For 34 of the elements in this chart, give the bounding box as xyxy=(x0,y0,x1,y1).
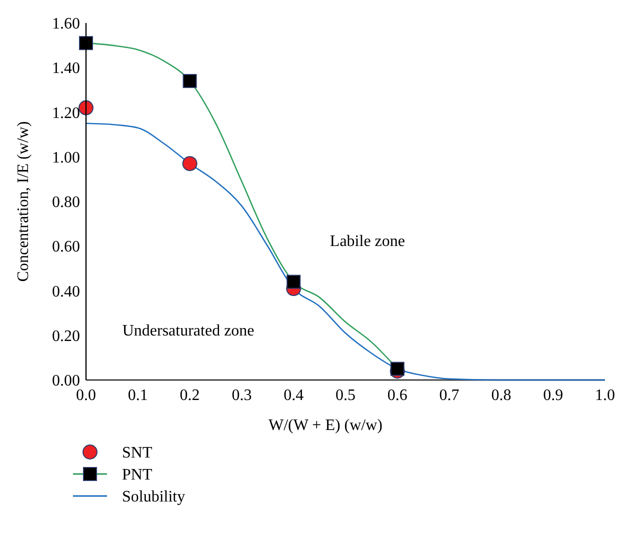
x-tick-label: 0.5 xyxy=(336,387,356,404)
point xyxy=(182,74,197,88)
legend-label: PNT xyxy=(122,466,152,484)
x-tick-label: 0.9 xyxy=(543,387,564,404)
point xyxy=(390,362,404,376)
y-tick-label: 0.40 xyxy=(52,283,80,300)
x-tick-label: 0.7 xyxy=(439,387,460,404)
x-tick-label: 0.0 xyxy=(76,387,96,404)
x-tick-label: 0.1 xyxy=(128,387,148,404)
point xyxy=(286,274,301,289)
legend-label: SNT xyxy=(122,444,152,462)
y-axis-title: Concentration, I/E (w/w) xyxy=(15,121,32,282)
line-series xyxy=(85,122,606,381)
y-tick-label: 0.80 xyxy=(52,194,80,212)
x-tick-label: 0.6 xyxy=(387,387,408,404)
annotation: Labile zone xyxy=(330,233,406,250)
y-tick-label: 1.20 xyxy=(52,104,80,122)
x-tick-label: 0.4 xyxy=(284,387,304,404)
x-tick-label: 0.8 xyxy=(491,387,512,404)
x-axis-title: W/(W + E) (w/w) xyxy=(268,417,383,434)
point xyxy=(182,156,198,172)
annotation: Undersaturated zone xyxy=(122,322,254,340)
x-tick-label: 1.0 xyxy=(595,387,615,404)
point xyxy=(78,100,94,116)
y-tick-label: 0.20 xyxy=(52,328,80,345)
y-tick-label: 1.00 xyxy=(52,149,80,166)
y-tick-label: 1.60 xyxy=(52,16,80,33)
x-tick-label: 0.3 xyxy=(232,387,252,404)
y-tick-label: 1.40 xyxy=(52,60,80,78)
point xyxy=(79,36,93,50)
legend-label: Solubility xyxy=(122,488,186,506)
x-tick-label: 0.2 xyxy=(180,387,200,404)
y-tick-label: 0.60 xyxy=(52,238,80,256)
y-tick-label: 0.00 xyxy=(52,372,80,390)
